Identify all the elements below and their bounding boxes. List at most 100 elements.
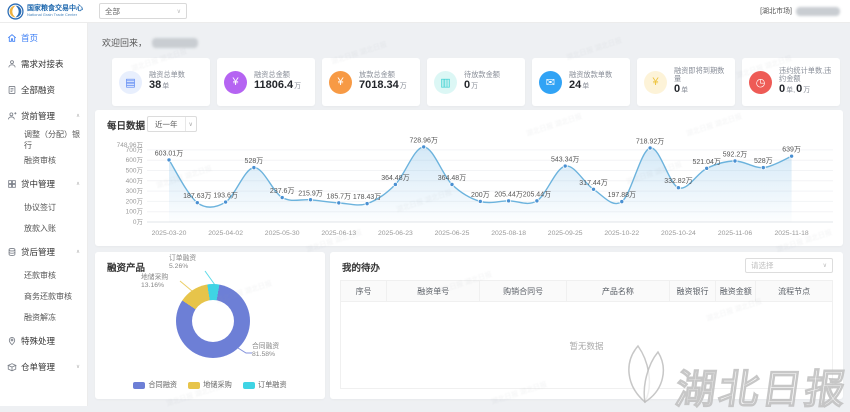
stat-value: 0单,0万 xyxy=(779,83,811,96)
y-axis-tick: 748.96万 xyxy=(117,141,144,149)
sidebar-item-label: 需求对接表 xyxy=(21,59,64,69)
todo-table: 序号 融资单号 购销合同号 产品名称 融资银行 融资金额 流程节点 暂无数据 xyxy=(340,280,833,389)
sidebar-subitem-3-1[interactable]: 融资审核 xyxy=(24,156,56,165)
point-label: 200万 xyxy=(471,191,490,199)
column-header-2: 购销合同号 xyxy=(480,281,567,301)
sidebar-subitem-5-2[interactable]: 融资解冻 xyxy=(24,313,56,322)
stat-value: 0万 xyxy=(464,79,479,92)
stat-value: 0单 xyxy=(674,83,689,96)
sidebar-item-5[interactable]: 贷后管理 ∧ xyxy=(0,239,87,265)
chevron-down-icon: ∨ xyxy=(75,364,80,370)
yuan-icon: ¥ xyxy=(224,70,247,94)
grain-center-emblem-icon xyxy=(7,2,24,20)
sidebar-item-6[interactable]: 特殊处理 xyxy=(0,328,87,354)
sidebar-subitem-3-0[interactable]: 调整（分配）银行 xyxy=(24,129,80,150)
point-label: 237.6万 xyxy=(270,187,295,195)
stat-value: 11806.4万 xyxy=(254,79,302,92)
point-label: 185.7万 xyxy=(327,192,352,200)
user-name-redacted xyxy=(796,6,840,16)
legend-item[interactable]: 合同融资 xyxy=(133,380,177,390)
stat-value: 7018.34万 xyxy=(359,79,407,92)
welcome-text: 欢迎回来， xyxy=(102,38,148,48)
mail-icon: ✉ xyxy=(539,70,562,94)
y-axis-tick: 600万 xyxy=(126,156,144,164)
post-loan-icon xyxy=(7,247,17,257)
products-title: 融资产品 xyxy=(107,263,146,274)
stat-label: 放款总金额 xyxy=(359,69,395,79)
point-label: 528万 xyxy=(754,157,773,165)
stat-label: 融资总单数 xyxy=(149,69,185,79)
daily-data-card: 每日数据 近一年 ∨ 748.96万 700万 600万 500万 400万 300万 20… xyxy=(95,110,843,246)
sidebar-item-label: 全部融资 xyxy=(21,85,56,95)
legend-item[interactable]: 地储采购 xyxy=(188,380,232,390)
date-range-select[interactable]: 近一年 ∨ xyxy=(147,116,197,132)
stats-row: ▤ 融资总单数 38单 ¥ 融资总金额 11806.4万 ¥ 放款总金额 7018.34万 ▥ 待放… xyxy=(112,58,840,106)
x-axis-tick: 2025-04-02 xyxy=(208,230,243,237)
donut-slice-label: 合同融资 81.58% xyxy=(252,343,280,359)
todo-filter-select[interactable]: 请选择 ∨ xyxy=(745,258,833,273)
point-label: 364.48万 xyxy=(381,174,409,182)
special-icon xyxy=(7,336,17,346)
x-axis-tick: 2025-08-18 xyxy=(491,230,526,237)
point-label: 205.44万 xyxy=(494,190,522,198)
point-label: 332.82万 xyxy=(664,177,692,185)
sidebar-item-4[interactable]: 贷中管理 ∧ xyxy=(0,171,87,197)
y-axis-tick: 400万 xyxy=(126,177,144,185)
point-label: 728.96万 xyxy=(409,136,437,144)
point-label: 603.01万 xyxy=(155,149,183,157)
stat-label: 融资即将到期数量 xyxy=(674,65,725,84)
stat-label: 待放款金额 xyxy=(464,69,500,79)
todo-table-header: 序号 融资单号 购销合同号 产品名称 融资银行 融资金额 流程节点 xyxy=(341,281,832,302)
stat-value: 24单 xyxy=(569,79,590,92)
sidebar-item-2[interactable]: 全部融资 xyxy=(0,77,87,103)
point-label: 528万 xyxy=(245,157,264,165)
sidebar-item-7[interactable]: 仓单管理 ∨ xyxy=(0,354,87,380)
stat-label: 融资放款单数 xyxy=(569,69,613,79)
sidebar-nav: 首页需求对接表全部融资贷前管理 ∧ 调整（分配）银行融资审核贷中管理 ∧ 协议签订放款入… xyxy=(0,22,88,406)
stat-card-2: ¥ 放款总金额 7018.34万 xyxy=(322,58,420,106)
chevron-up-icon: ∧ xyxy=(75,249,80,255)
empty-state-text: 暂无数据 xyxy=(569,341,604,351)
legend-item[interactable]: 订单融资 xyxy=(242,380,287,390)
legend-label: 合同融资 xyxy=(148,380,178,389)
todo-table-body: 暂无数据 xyxy=(341,302,832,388)
sidebar-item-3[interactable]: 贷前管理 ∧ xyxy=(0,103,87,129)
region-select-value: 全部 xyxy=(105,6,120,16)
sidebar-item-0[interactable]: 首页 xyxy=(0,25,87,51)
x-axis-tick: 2025-11-06 xyxy=(718,230,752,237)
sidebar-subitem-5-0[interactable]: 还款审核 xyxy=(24,271,56,280)
sidebar-subitem-4-0[interactable]: 协议签订 xyxy=(24,203,56,212)
sidebar-item-label: 仓单管理 xyxy=(21,362,56,372)
welcome-bar: 欢迎回来， xyxy=(102,36,199,49)
x-axis-tick: 2025-09-25 xyxy=(548,230,583,237)
chevron-up-icon: ∧ xyxy=(75,113,80,119)
point-label: 639万 xyxy=(782,146,801,154)
column-header-3: 产品名称 xyxy=(567,281,670,301)
stat-label: 违约统计单数,违约金额 xyxy=(779,65,832,84)
x-axis-tick: 2025-03-20 xyxy=(152,230,187,237)
y-axis-tick: 100万 xyxy=(126,208,144,216)
legend-label: 地储采购 xyxy=(203,380,232,389)
todo-title: 我的待办 xyxy=(342,263,381,274)
financing-products-card: 融资产品 合同融资 81.58% 地储采购 13.16% 订单融资 5.26% 合同融资 地… xyxy=(95,252,325,399)
coin-icon: ¥ xyxy=(644,70,667,94)
y-axis-tick: 300万 xyxy=(126,187,144,195)
sidebar-subitem-4-1[interactable]: 放款入账 xyxy=(24,224,56,233)
logo-title: 国家粮食交易中心 xyxy=(27,5,83,13)
sidebar-item-1[interactable]: 需求对接表 xyxy=(0,51,87,77)
sidebar-subitem-5-1[interactable]: 商务还款审核 xyxy=(24,292,72,301)
column-header-6: 流程节点 xyxy=(778,286,811,296)
region-select[interactable]: 全部 ∨ xyxy=(99,3,187,19)
stat-card-3: ▥ 待放款金额 0万 xyxy=(427,58,525,106)
sidebar-item-label: 首页 xyxy=(21,33,39,43)
chevron-down-icon: ∨ xyxy=(176,8,181,15)
point-label: 592.2万 xyxy=(723,151,748,159)
column-header-1: 融资单号 xyxy=(387,281,481,301)
legend-color-chip xyxy=(188,381,201,389)
legend-color-chip xyxy=(133,381,146,389)
top-header: 国家粮食交易中心 National Grain Trade Center 全部 … xyxy=(0,0,850,23)
doc-icon: ▤ xyxy=(119,70,142,94)
products-donut-chart[interactable] xyxy=(176,284,250,358)
user-icon xyxy=(7,59,17,69)
